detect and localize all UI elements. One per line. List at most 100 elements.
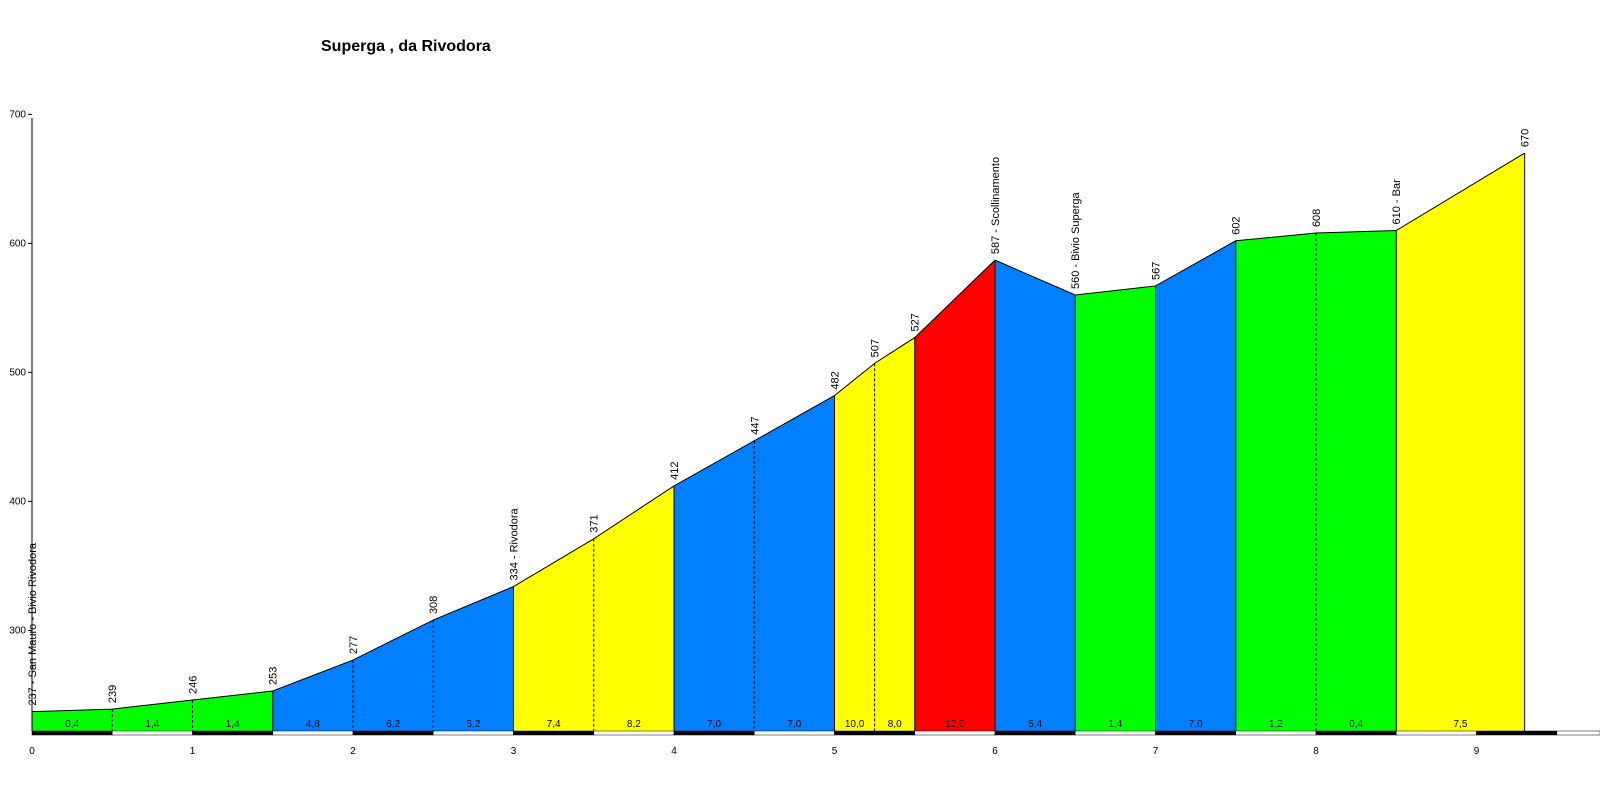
point-labels: 237 - San Mauro - Bivio Rivodora 239 246 25… [27, 129, 1532, 706]
grade-label: 7,0 [707, 719, 721, 730]
x-scale-bar-block [1476, 730, 1557, 736]
segment-area [834, 363, 875, 731]
grade-labels: 0,4 1,4 1,4 4,8 6,2 5,2 7,4 8,2 7,0 7,0 10,0 8,0 12,… [65, 719, 1468, 730]
segment-area [754, 395, 835, 731]
x-scale-bar-block [192, 730, 273, 736]
x-scale-bar-block [1235, 730, 1317, 736]
x-tick-label: 8 [1313, 746, 1319, 757]
point-label: 670 [1520, 129, 1532, 147]
segment-area [995, 260, 1076, 731]
x-scale-bar-block [593, 730, 675, 736]
x-scale-bar-block [754, 730, 835, 736]
grade-label: 5,4 [1028, 719, 1042, 730]
point-label: 608 [1311, 209, 1323, 227]
segment-areas [32, 153, 1525, 732]
point-label: 602 [1231, 216, 1243, 234]
y-tick-label: 700 [9, 109, 26, 120]
point-label: 610 - Bar [1391, 179, 1403, 225]
point-label: 447 [749, 416, 761, 434]
x-scale-bar-block [1075, 730, 1156, 736]
x-scale-bar-block [112, 730, 193, 736]
point-label: 308 [428, 596, 440, 614]
x-scale-bar-block [272, 730, 354, 736]
segment-area [914, 260, 995, 731]
grade-label: 6,2 [386, 719, 400, 730]
x-tick-label: 2 [350, 746, 356, 757]
y-tick-label: 300 [9, 625, 26, 636]
grade-label: 7,5 [1453, 719, 1467, 730]
grade-label: 1,2 [1269, 719, 1283, 730]
grade-label: 10,0 [845, 719, 865, 730]
x-scale-bar-block [834, 730, 915, 736]
point-label: 371 [589, 514, 601, 532]
segment-area [513, 538, 594, 731]
grade-label: 7,0 [1189, 719, 1203, 730]
y-tick-label: 500 [9, 367, 26, 378]
profile-line-group [31, 152, 1525, 713]
x-scale-bar-block [914, 730, 996, 736]
segment-area [433, 586, 514, 731]
point-label: 560 - Bivio Superga [1070, 191, 1082, 288]
point-label: 239 [107, 685, 119, 703]
grade-label: 1,4 [1108, 719, 1122, 730]
y-tick-label: 600 [9, 238, 26, 249]
chart-title: Superga , da Rivodora [321, 38, 491, 55]
point-label: 246 [188, 676, 200, 694]
grade-label: 1,4 [145, 719, 159, 730]
x-scale-bar-block [1155, 730, 1236, 736]
grade-label: 7,0 [787, 719, 801, 730]
point-label: 587 - Scollinamento [990, 157, 1002, 254]
x-scale-bar-block [1396, 730, 1477, 736]
grade-label: 4,8 [306, 719, 320, 730]
x-scale-bar-block [352, 730, 434, 736]
segment-area [272, 660, 353, 731]
segment-area [593, 485, 674, 731]
segment-area [674, 440, 755, 731]
grade-label: 7,4 [547, 719, 561, 730]
x-tick-label: 3 [511, 746, 517, 757]
segment-area [1235, 233, 1316, 731]
point-label: 253 [268, 667, 280, 685]
point-label: 567 [1151, 262, 1163, 280]
point-label: 527 [910, 313, 922, 331]
point-label: 237 - San Mauro - Bivio Rivodora [27, 542, 39, 706]
profile-line [31, 152, 1525, 713]
x-scale-bar-block [1315, 730, 1397, 736]
segment-area [1316, 230, 1397, 732]
segment-area [112, 700, 193, 731]
x-scale-bar-block [433, 730, 514, 736]
x-scale-bar-block [513, 730, 594, 736]
point-label: 277 [348, 636, 360, 654]
x-tick-label: 5 [832, 746, 838, 757]
x-tick-label: 4 [671, 746, 677, 757]
grade-label: 0,4 [65, 719, 79, 730]
x-tick-label: 7 [1153, 746, 1159, 757]
x-tick-label: 9 [1474, 746, 1480, 757]
segment-dividers [111, 153, 1526, 731]
grade-label: 5,2 [466, 719, 480, 730]
x-scale-bar-block [31, 730, 113, 736]
grade-label: 0,4 [1349, 719, 1363, 730]
grade-label: 1,4 [226, 719, 240, 730]
segment-area [874, 337, 915, 731]
x-tick-label: 6 [992, 746, 998, 757]
segment-area [32, 709, 113, 731]
segment-area [353, 620, 434, 731]
x-scale-bar-block [1556, 730, 1600, 736]
segment-area [1155, 240, 1236, 732]
point-label: 482 [830, 371, 842, 389]
point-label: 507 [870, 339, 882, 357]
grade-label: 8,0 [888, 719, 902, 730]
x-scale-bar-block [994, 730, 1076, 736]
x-tick-label: 0 [29, 746, 35, 757]
point-label: 334 - Rivodora [509, 507, 521, 580]
grade-label: 12,0 [945, 719, 965, 730]
segment-area [192, 691, 273, 731]
point-label: 412 [669, 462, 681, 480]
y-tick-label: 400 [9, 496, 26, 507]
x-scale-bar-block [673, 730, 755, 736]
segment-area [1396, 153, 1525, 731]
segment-area [1075, 285, 1156, 731]
